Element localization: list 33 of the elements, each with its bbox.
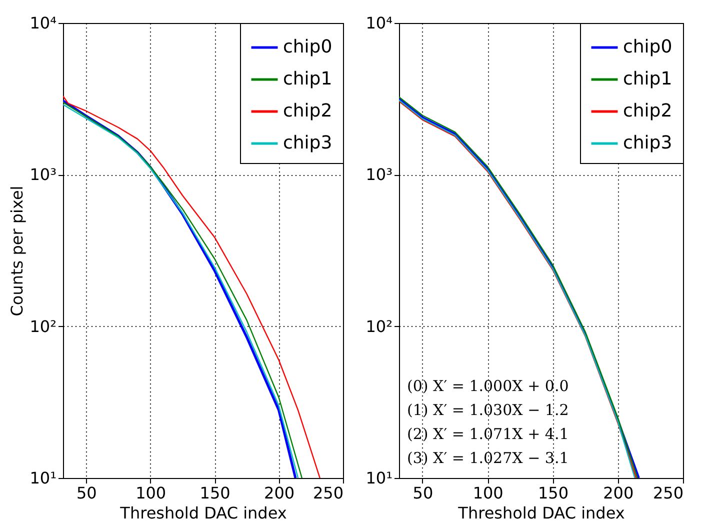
y-tick-label: 10¹	[30, 468, 56, 488]
x-tick-label: 50	[76, 484, 97, 502]
x-tick-label: 150	[200, 484, 230, 502]
y-axis-title: Counts per pixel	[8, 186, 27, 316]
y-tick-label: 10¹	[366, 468, 392, 488]
y-tick-label: 10³	[366, 165, 392, 184]
legend-label: chip0	[283, 36, 332, 58]
x-tick-label: 250	[652, 484, 684, 502]
legend-label: chip0	[623, 36, 672, 58]
y-tick-label: 10²	[366, 316, 392, 336]
legend-label: chip1	[623, 68, 672, 90]
y-tick-label: 10²	[30, 316, 56, 336]
annotation: (0) X′ = 1.000X + 0.0	[407, 377, 569, 395]
y-tick-label: 10⁴	[366, 14, 392, 32]
x-axis-title: Threshold DAC index	[457, 504, 625, 522]
annotation: (2) X′ = 1.071X + 4.1	[407, 425, 569, 443]
x-tick-label: 150	[538, 484, 568, 502]
x-tick-label: 200	[264, 484, 295, 502]
x-tick-label: 50	[412, 484, 434, 502]
x-tick-label: 100	[136, 484, 166, 502]
legend-label: chip3	[623, 132, 672, 154]
annotation: (1) X′ = 1.030X − 1.2	[407, 401, 569, 419]
y-tick-label: 10³	[30, 165, 56, 184]
legend-label: chip1	[283, 68, 332, 90]
legend-label: chip2	[283, 100, 332, 122]
x-tick-label: 200	[603, 484, 634, 502]
y-tick-label: 10⁴	[30, 14, 56, 32]
x-tick-label: 100	[472, 484, 504, 502]
legend-label: chip3	[283, 132, 332, 154]
x-tick-label: 250	[312, 484, 344, 502]
x-axis-title: Threshold DAC index	[119, 504, 287, 522]
annotation: (3) X′ = 1.027X − 3.1	[407, 449, 569, 467]
legend-label: chip2	[623, 100, 672, 122]
